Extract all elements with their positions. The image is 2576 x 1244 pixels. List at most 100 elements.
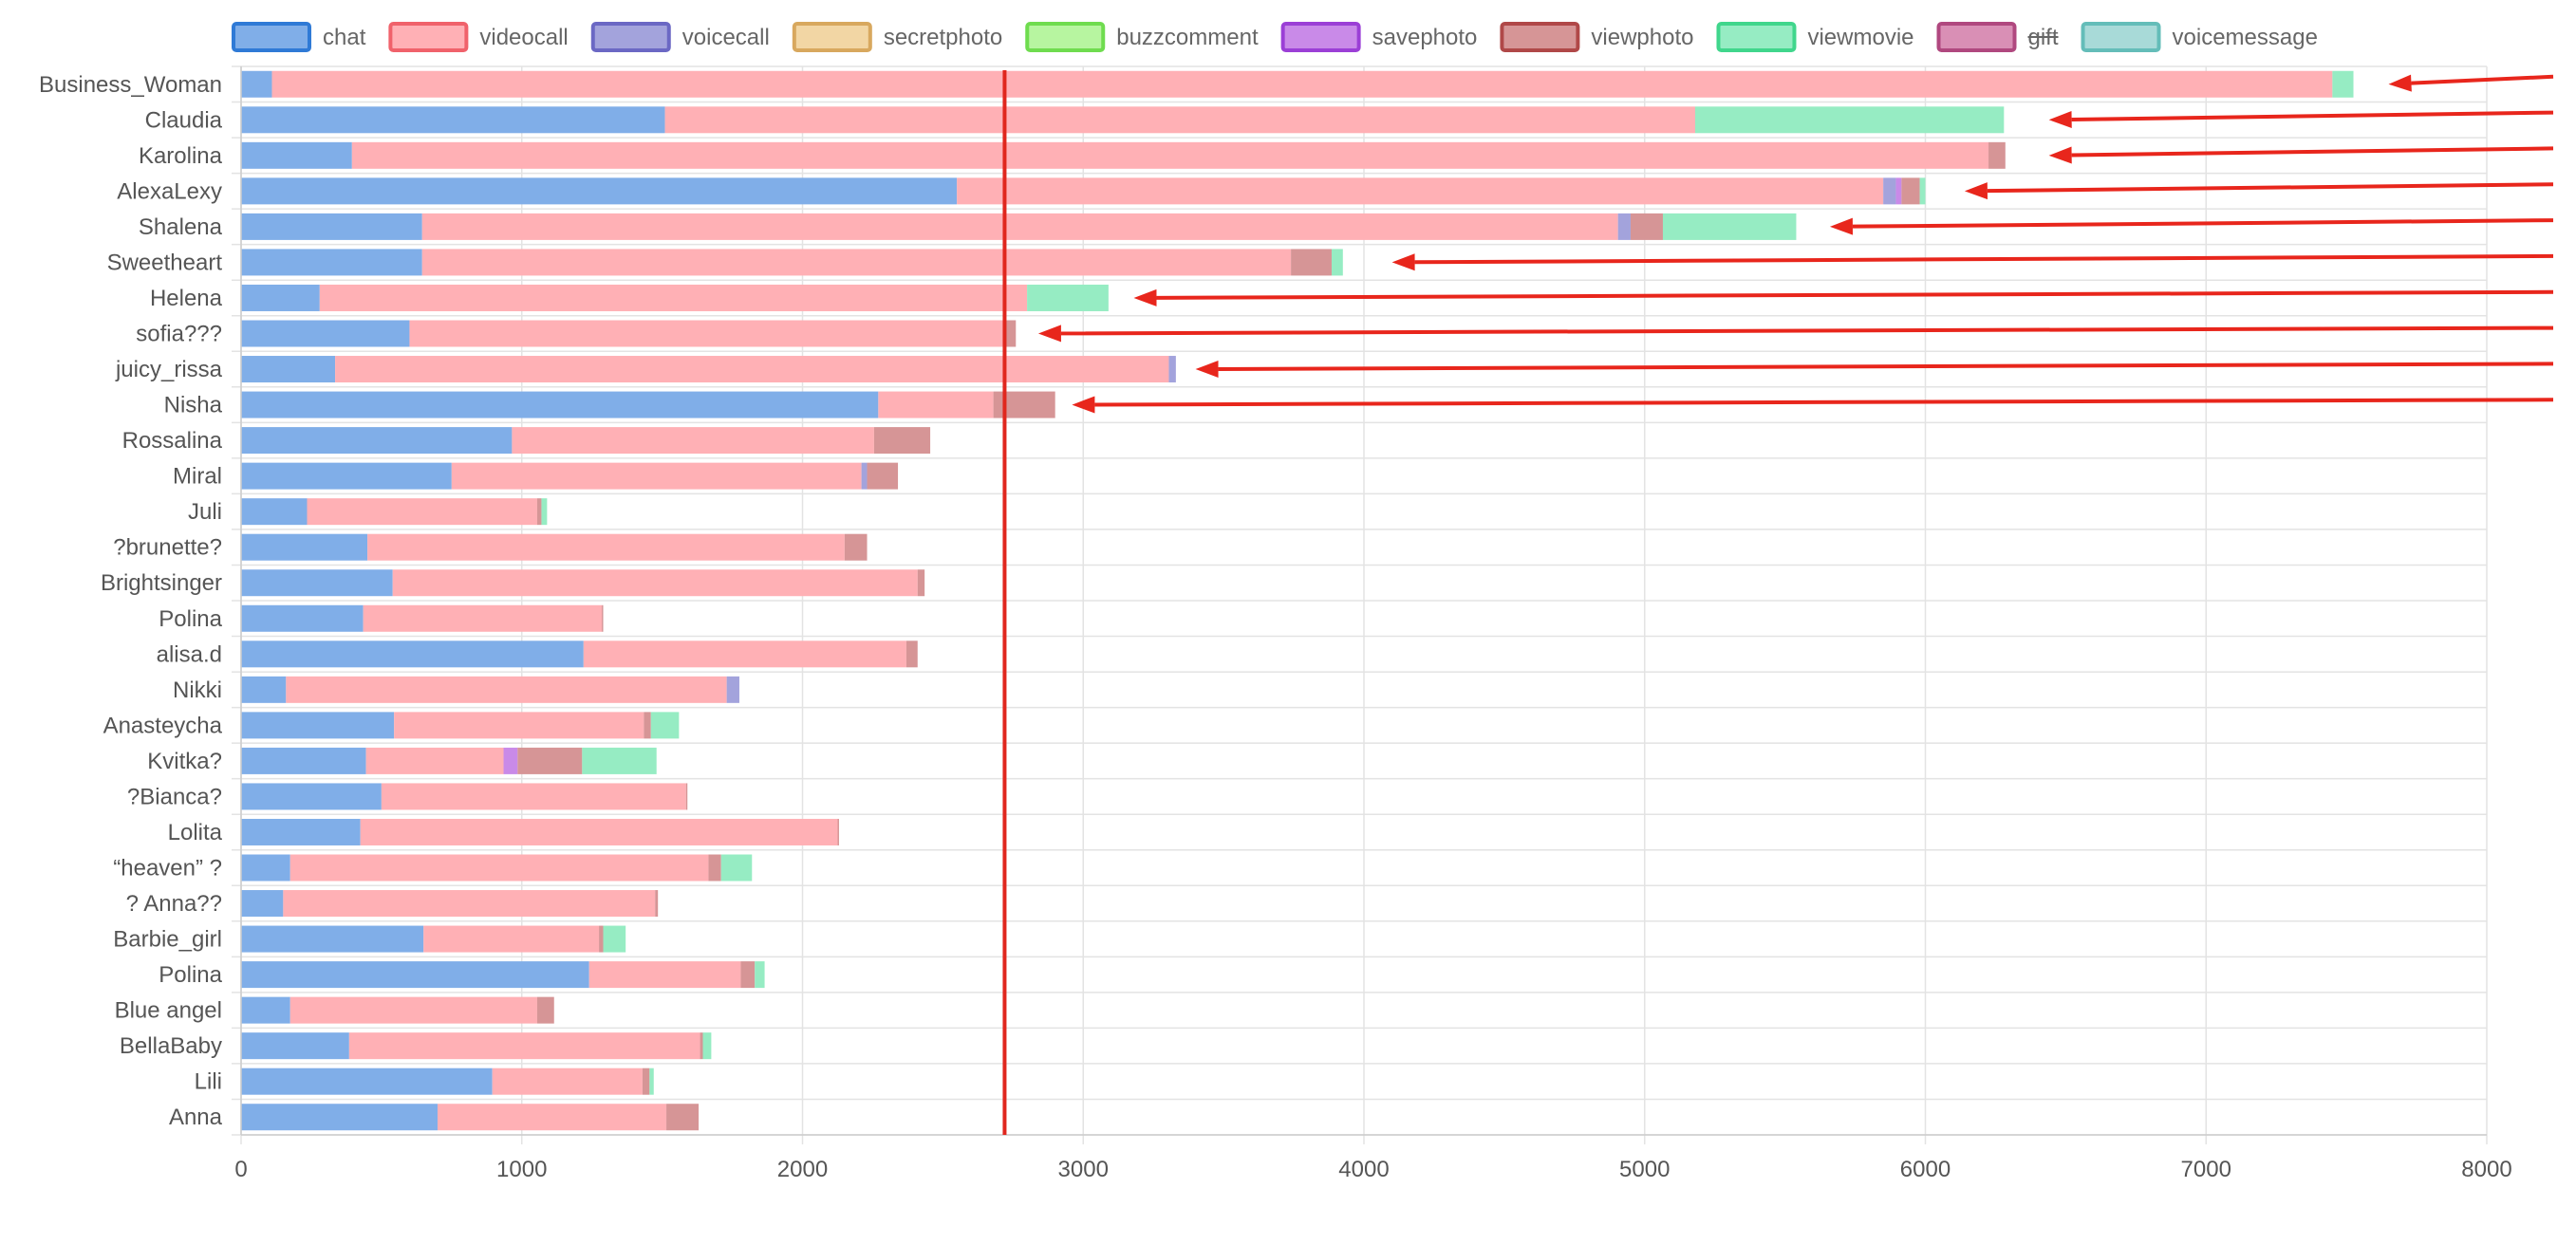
legend-swatch-voicemessage[interactable] bbox=[2081, 22, 2161, 52]
bar-videocall-14[interactable] bbox=[392, 569, 918, 597]
bar-viewphoto-9[interactable] bbox=[993, 391, 1055, 418]
bar-viewphoto-11[interactable] bbox=[867, 462, 899, 490]
bar-viewphoto-13[interactable] bbox=[844, 533, 868, 561]
legend-swatch-chat[interactable] bbox=[232, 22, 311, 52]
bar-videocall-23[interactable] bbox=[283, 890, 656, 918]
bar-viewmovie-0[interactable] bbox=[2332, 70, 2354, 98]
bar-viewmovie-12[interactable] bbox=[541, 498, 548, 526]
bar-videocall-4[interactable] bbox=[421, 213, 1618, 240]
bar-voicecall-11[interactable] bbox=[861, 462, 868, 490]
bar-chat-14[interactable] bbox=[241, 569, 393, 597]
legend-swatch-gift[interactable] bbox=[1936, 22, 2017, 52]
bar-viewmovie-19[interactable] bbox=[582, 747, 657, 774]
bar-videocall-18[interactable] bbox=[394, 712, 644, 739]
bar-viewmovie-18[interactable] bbox=[650, 712, 680, 739]
bar-viewphoto-14[interactable] bbox=[917, 569, 925, 597]
bar-chat-16[interactable] bbox=[241, 641, 584, 668]
bar-viewphoto-19[interactable] bbox=[517, 747, 583, 774]
bar-viewphoto-26[interactable] bbox=[537, 996, 554, 1024]
bar-viewphoto-12[interactable] bbox=[537, 498, 542, 526]
bar-viewphoto-16[interactable] bbox=[905, 641, 918, 668]
bar-viewphoto-22[interactable] bbox=[708, 854, 721, 882]
bar-videocall-24[interactable] bbox=[423, 925, 600, 953]
legend-swatch-savephoto[interactable] bbox=[1280, 22, 1361, 52]
bar-chat-27[interactable] bbox=[241, 1032, 349, 1060]
bar-chat-15[interactable] bbox=[241, 604, 364, 632]
bar-chat-28[interactable] bbox=[241, 1068, 493, 1095]
legend-label-voicemessage[interactable]: voicemessage bbox=[2173, 25, 2318, 50]
bar-chat-19[interactable] bbox=[241, 747, 366, 774]
legend-label-buzzcomment[interactable]: buzzcomment bbox=[1116, 25, 1259, 50]
bar-videocall-22[interactable] bbox=[289, 854, 709, 882]
bar-viewphoto-18[interactable] bbox=[644, 712, 651, 739]
bar-videocall-5[interactable] bbox=[421, 249, 1292, 276]
bar-viewphoto-2[interactable] bbox=[1988, 141, 2006, 169]
bar-videocall-9[interactable] bbox=[878, 391, 994, 418]
bar-savephoto-3[interactable] bbox=[1895, 177, 1902, 205]
bar-viewphoto-29[interactable] bbox=[666, 1104, 700, 1131]
bar-viewphoto-27[interactable] bbox=[700, 1032, 703, 1060]
bar-chat-17[interactable] bbox=[241, 676, 287, 703]
bar-videocall-10[interactable] bbox=[512, 427, 874, 455]
bar-voicecall-17[interactable] bbox=[726, 676, 739, 703]
bar-videocall-28[interactable] bbox=[492, 1068, 643, 1095]
legend-label-viewphoto[interactable]: viewphoto bbox=[1591, 25, 1693, 50]
bar-viewmovie-25[interactable] bbox=[755, 961, 765, 989]
bar-chat-21[interactable] bbox=[241, 818, 361, 845]
bar-viewphoto-21[interactable] bbox=[837, 818, 839, 845]
bar-chat-3[interactable] bbox=[241, 177, 958, 205]
bar-videocall-20[interactable] bbox=[381, 783, 686, 810]
legend-swatch-secretphoto[interactable] bbox=[792, 22, 872, 52]
bar-chat-1[interactable] bbox=[241, 106, 665, 134]
bar-videocall-21[interactable] bbox=[360, 818, 838, 845]
bar-viewmovie-1[interactable] bbox=[1694, 106, 2005, 134]
bar-viewmovie-4[interactable] bbox=[1662, 213, 1797, 240]
bar-viewphoto-24[interactable] bbox=[599, 925, 604, 953]
legend-label-viewmovie[interactable]: viewmovie bbox=[1807, 25, 1913, 50]
bar-viewphoto-7[interactable] bbox=[1004, 320, 1017, 347]
bar-viewphoto-20[interactable] bbox=[685, 783, 688, 810]
bar-chat-11[interactable] bbox=[241, 462, 452, 490]
bar-chat-9[interactable] bbox=[241, 391, 879, 418]
bar-videocall-12[interactable] bbox=[307, 498, 538, 526]
bar-videocall-13[interactable] bbox=[367, 533, 845, 561]
bar-chat-13[interactable] bbox=[241, 533, 368, 561]
legend-swatch-viewmovie[interactable] bbox=[1716, 22, 1797, 52]
bar-viewphoto-28[interactable] bbox=[642, 1068, 650, 1095]
bar-chat-20[interactable] bbox=[241, 783, 382, 810]
bar-chat-0[interactable] bbox=[241, 70, 272, 98]
bar-viewmovie-3[interactable] bbox=[1919, 177, 1926, 205]
bar-chat-10[interactable] bbox=[241, 427, 513, 455]
bar-chat-25[interactable] bbox=[241, 961, 589, 989]
bar-chat-22[interactable] bbox=[241, 854, 290, 882]
bar-voicecall-4[interactable] bbox=[1617, 213, 1631, 240]
bar-chat-12[interactable] bbox=[241, 498, 308, 526]
bar-viewmovie-24[interactable] bbox=[603, 925, 626, 953]
bar-videocall-2[interactable] bbox=[351, 141, 1989, 169]
bar-viewmovie-28[interactable] bbox=[649, 1068, 654, 1095]
bar-viewphoto-5[interactable] bbox=[1291, 249, 1332, 276]
bar-viewphoto-15[interactable] bbox=[602, 604, 604, 632]
bar-videocall-25[interactable] bbox=[588, 961, 741, 989]
bar-videocall-6[interactable] bbox=[319, 284, 1028, 311]
bar-videocall-17[interactable] bbox=[286, 676, 727, 703]
bar-chat-18[interactable] bbox=[241, 712, 395, 739]
bar-viewmovie-27[interactable] bbox=[702, 1032, 712, 1060]
bar-chat-8[interactable] bbox=[241, 356, 336, 383]
legend-label-secretphoto[interactable]: secretphoto bbox=[884, 25, 1002, 50]
bar-chat-2[interactable] bbox=[241, 141, 352, 169]
bar-viewmovie-6[interactable] bbox=[1027, 284, 1109, 311]
bar-viewmovie-22[interactable] bbox=[720, 854, 753, 882]
bar-chat-6[interactable] bbox=[241, 284, 320, 311]
bar-videocall-15[interactable] bbox=[363, 604, 603, 632]
bar-viewphoto-4[interactable] bbox=[1630, 213, 1663, 240]
bar-viewphoto-10[interactable] bbox=[873, 427, 931, 455]
bar-videocall-19[interactable] bbox=[365, 747, 504, 774]
legend-label-chat[interactable]: chat bbox=[323, 25, 366, 50]
bar-videocall-16[interactable] bbox=[583, 641, 906, 668]
bar-chat-29[interactable] bbox=[241, 1104, 439, 1131]
legend-swatch-voicecall[interactable] bbox=[590, 22, 671, 52]
bar-videocall-26[interactable] bbox=[289, 996, 538, 1024]
bar-videocall-29[interactable] bbox=[438, 1104, 667, 1131]
bar-voicecall-3[interactable] bbox=[1883, 177, 1896, 205]
